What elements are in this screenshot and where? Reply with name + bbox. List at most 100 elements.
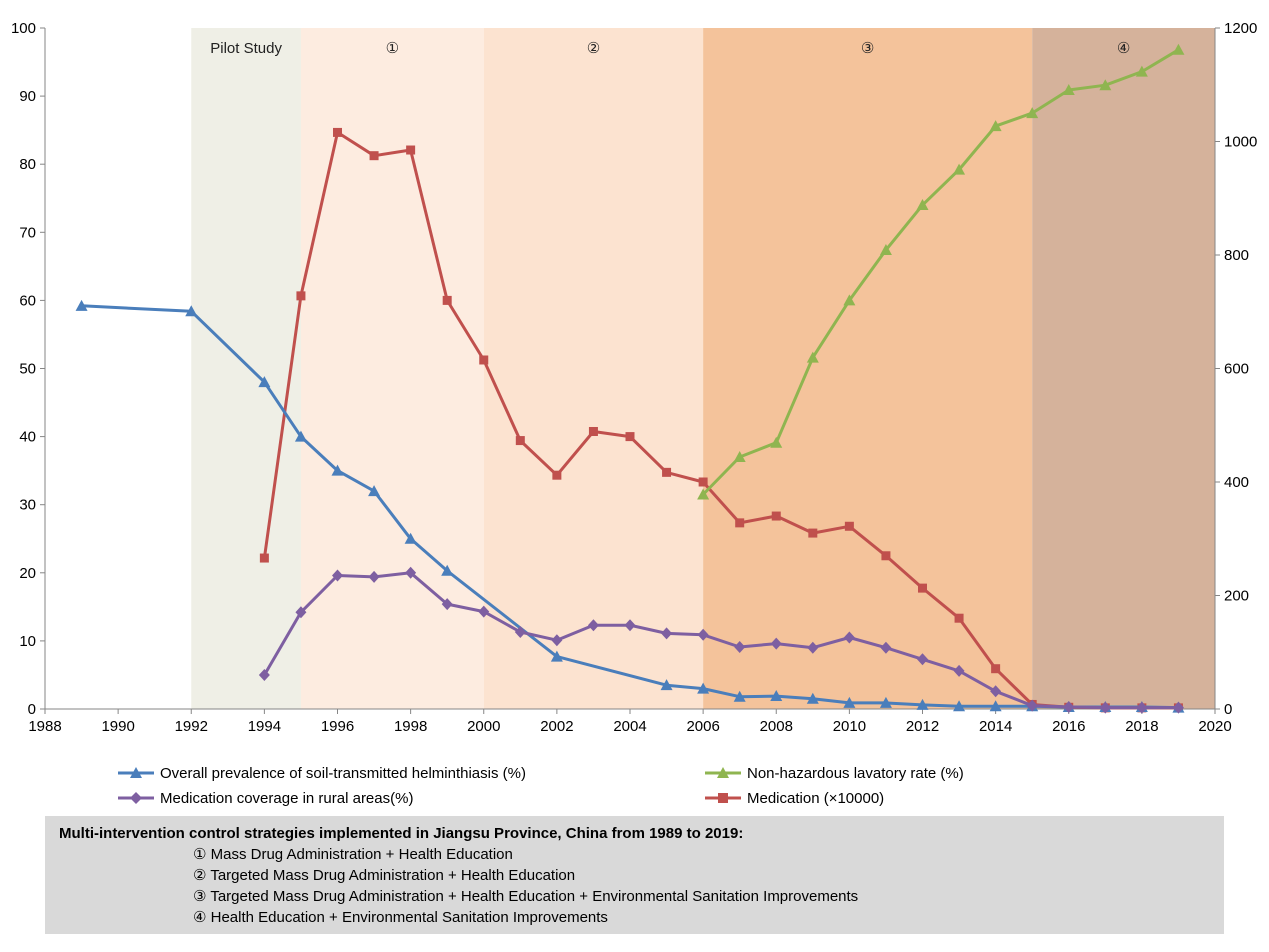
series-3 bbox=[259, 127, 1183, 713]
data-point bbox=[295, 606, 307, 619]
y-left-tick-label: 80 bbox=[19, 156, 36, 173]
data-point bbox=[771, 511, 781, 521]
data-point bbox=[953, 664, 965, 677]
data-point bbox=[625, 432, 635, 442]
chart: Pilot Study ① ② ③ ④ 1988 1990 1992 1994 1996 1998… bbox=[11, 20, 1257, 735]
data-point bbox=[258, 668, 270, 681]
legend-item-coverage: Medication coverage in rural areas(%) bbox=[118, 787, 413, 809]
y-left-tick-label: 20 bbox=[19, 565, 36, 582]
y-right-tick-label: 1000 bbox=[1224, 134, 1257, 151]
data-point bbox=[735, 518, 745, 528]
data-point bbox=[808, 528, 818, 538]
phase-band-3 bbox=[483, 28, 704, 709]
data-point bbox=[918, 583, 927, 593]
data-point bbox=[587, 619, 599, 632]
data-point bbox=[479, 355, 489, 365]
square-marker-icon bbox=[705, 793, 741, 803]
data-point bbox=[368, 485, 381, 497]
data-point bbox=[404, 532, 417, 544]
data-point bbox=[1062, 83, 1075, 95]
data-point bbox=[770, 637, 782, 650]
data-point bbox=[770, 436, 783, 448]
legend-item-medication: Medication (×10000) bbox=[705, 787, 884, 809]
data-point bbox=[916, 199, 929, 211]
data-point bbox=[588, 426, 598, 436]
x-tick-label: 1998 bbox=[394, 718, 427, 735]
series bbox=[75, 43, 1185, 714]
series-line bbox=[262, 130, 1179, 710]
y-right-tick-label: 400 bbox=[1224, 474, 1249, 491]
data-point bbox=[332, 569, 343, 582]
phase-label-1: Pilot Study bbox=[210, 40, 282, 57]
data-point bbox=[881, 551, 891, 561]
x-tick-label: 2010 bbox=[833, 718, 866, 735]
series-line bbox=[702, 48, 1180, 496]
y-right-tick-label: 0 bbox=[1224, 701, 1232, 718]
data-point bbox=[806, 351, 819, 363]
data-point bbox=[916, 698, 929, 710]
triangle-marker-icon bbox=[118, 767, 154, 778]
x-tick-label: 2004 bbox=[613, 718, 646, 735]
data-point bbox=[1026, 107, 1039, 119]
data-point bbox=[954, 613, 964, 623]
phase-band-4 bbox=[703, 28, 1033, 709]
data-point bbox=[552, 470, 562, 480]
data-point bbox=[1099, 79, 1112, 91]
y-right-tick-label: 1200 bbox=[1224, 20, 1257, 37]
data-point bbox=[1063, 700, 1075, 713]
x-tick-label: 2000 bbox=[467, 718, 500, 735]
data-point bbox=[734, 641, 746, 654]
data-point bbox=[550, 650, 563, 662]
legend-label: Non-hazardous lavatory rate (%) bbox=[747, 764, 964, 782]
data-point bbox=[733, 451, 746, 463]
x-tick-label: 2020 bbox=[1198, 718, 1231, 735]
data-point bbox=[660, 679, 673, 691]
data-point bbox=[514, 626, 526, 639]
strategy-line-1: ① Mass Drug Administration + Health Educ… bbox=[193, 846, 513, 863]
data-point bbox=[991, 664, 1001, 674]
data-point bbox=[1172, 701, 1184, 714]
y-left-tick-label: 10 bbox=[19, 633, 36, 650]
data-point bbox=[624, 619, 636, 632]
legend-label: Medication (×10000) bbox=[747, 789, 885, 807]
series-2 bbox=[697, 43, 1185, 500]
data-point bbox=[697, 628, 709, 641]
axes: 1988 1990 1992 1994 1996 1998 2000 2002 2004 2006… bbox=[11, 20, 1257, 735]
data-point bbox=[406, 145, 416, 155]
data-point bbox=[990, 685, 1002, 698]
data-point bbox=[843, 294, 856, 306]
data-point bbox=[1136, 701, 1148, 714]
y-left-tick-label: 0 bbox=[28, 701, 36, 718]
data-point bbox=[844, 521, 854, 531]
data-point bbox=[879, 696, 892, 708]
y-left-tick-label: 40 bbox=[19, 429, 36, 446]
data-point bbox=[258, 376, 271, 388]
phase-label-2: ① bbox=[386, 40, 399, 57]
diamond-marker-icon bbox=[118, 792, 154, 804]
x-tick-label: 2018 bbox=[1125, 718, 1158, 735]
x-tick-label: 1990 bbox=[101, 718, 134, 735]
data-point bbox=[331, 464, 344, 476]
strategy-line-3: ③ Targeted Mass Drug Administration + He… bbox=[193, 888, 859, 905]
y-left-tick-label: 50 bbox=[19, 361, 36, 378]
legend: Overall prevalence of soil-transmitted h… bbox=[0, 760, 1269, 812]
y-left-tick-label: 60 bbox=[19, 292, 36, 309]
legend-item-lavatory: Non-hazardous lavatory rate (%) bbox=[705, 762, 964, 784]
data-point bbox=[478, 605, 490, 618]
data-point bbox=[662, 467, 672, 477]
data-point bbox=[697, 488, 710, 500]
data-point bbox=[698, 477, 708, 487]
phase-label-3: ② bbox=[587, 40, 600, 57]
data-point bbox=[405, 566, 417, 579]
data-point bbox=[1026, 699, 1038, 712]
data-point bbox=[185, 305, 198, 317]
legend-label: Medication coverage in rural areas(%) bbox=[160, 789, 414, 807]
y-right-tick-label: 800 bbox=[1224, 247, 1249, 264]
triangle-marker-icon bbox=[705, 767, 741, 778]
y-left-tick-label: 90 bbox=[19, 88, 36, 105]
series-1 bbox=[258, 566, 1184, 714]
phase-band-2 bbox=[300, 28, 484, 709]
data-point bbox=[369, 151, 379, 161]
strategy-line-2: ② Targeted Mass Drug Administration + He… bbox=[193, 867, 576, 884]
x-tick-label: 2014 bbox=[979, 718, 1012, 735]
